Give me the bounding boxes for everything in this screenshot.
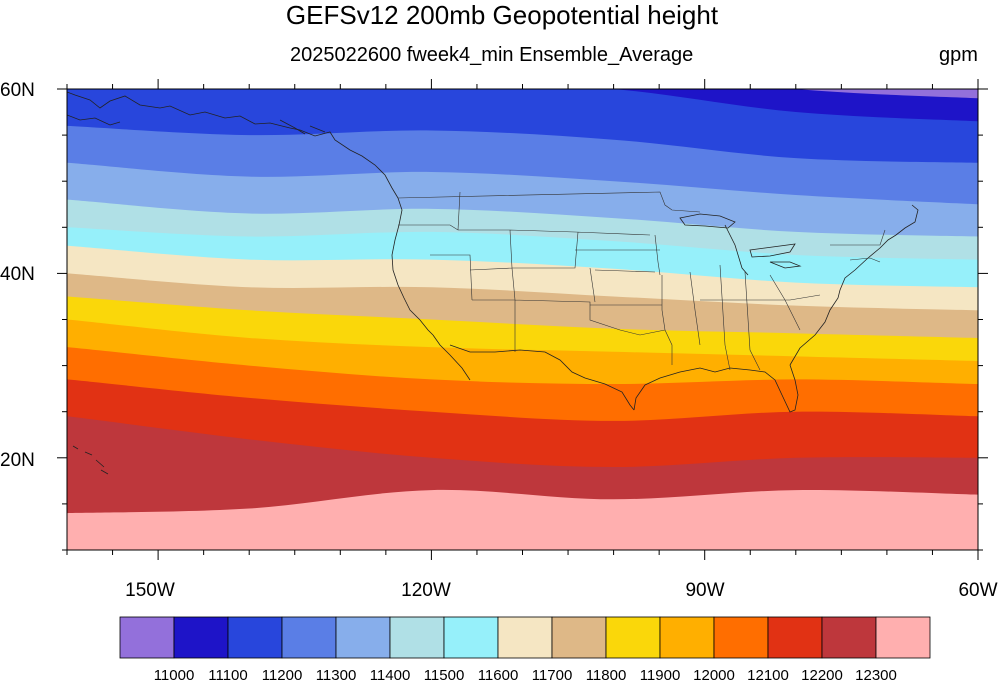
colorbar-swatch [335, 616, 391, 659]
map-title: GEFSv12 200mb Geopotential height [285, 0, 719, 30]
coastline-layer [67, 91, 919, 475]
state-boundaries-layer [397, 191, 886, 371]
map-subtitle: 2025022600 fweek4_min Ensemble_Average [290, 44, 694, 66]
lon-label-120w: 120W [401, 580, 451, 601]
colorbar-swatch [389, 616, 445, 659]
colorbar-label: 11400 [369, 667, 411, 684]
contour-band-14 [67, 489, 978, 550]
colorbar-label: 12000 [693, 667, 735, 684]
colorbar-label: 12300 [855, 667, 897, 684]
colorbar-swatch [713, 616, 769, 659]
lat-label-20n: 20N [0, 450, 35, 471]
colorbar-swatch [659, 616, 715, 659]
coastline-hawaii [72, 445, 109, 475]
contour-fill-layer [67, 89, 978, 550]
colorbar-swatch [173, 616, 229, 659]
colorbar-label: 11300 [315, 667, 357, 684]
colorbar-swatch [551, 616, 607, 659]
colorbar-swatch [875, 616, 931, 659]
colorbar-swatch [443, 616, 499, 659]
coastline-east [789, 204, 919, 366]
lat-label-60n: 60N [0, 80, 35, 101]
colorbar-swatch [821, 616, 877, 659]
colorbar-label: 11000 [153, 667, 195, 684]
coastline-alaska-islands [67, 114, 326, 135]
coastline-mexico [432, 334, 635, 411]
colorbar-swatch [767, 616, 823, 659]
coastline-alaska [67, 91, 399, 199]
lon-label-90w: 90W [685, 580, 725, 601]
colorbar-label: 11100 [208, 667, 248, 684]
colorbar-swatch [497, 616, 553, 659]
colorbar-swatch [227, 616, 283, 659]
colorbar-label: 11800 [585, 667, 627, 684]
colorbar-swatch [281, 616, 337, 659]
colorbar-label: 11900 [639, 667, 681, 684]
colorbar-label: 12100 [747, 667, 789, 684]
colorbar-swatch [605, 616, 661, 659]
colorbar-swatch [119, 616, 175, 659]
lat-label-40n: 40N [0, 264, 35, 285]
colorbar [119, 616, 931, 659]
colorbar-label: 11600 [477, 667, 519, 684]
great-lakes [679, 213, 802, 276]
units-label: gpm [939, 44, 978, 66]
colorbar-label: 12200 [801, 667, 843, 684]
colorbar-label: 11200 [261, 667, 303, 684]
colorbar-label: 11700 [531, 667, 573, 684]
coastline-gulf [633, 364, 799, 413]
lon-label-60w: 60W [958, 580, 998, 601]
lon-label-150w: 150W [125, 580, 175, 601]
axis-ticks [57, 79, 988, 560]
coastline-us-west [391, 197, 434, 336]
colorbar-label: 11500 [423, 667, 465, 684]
